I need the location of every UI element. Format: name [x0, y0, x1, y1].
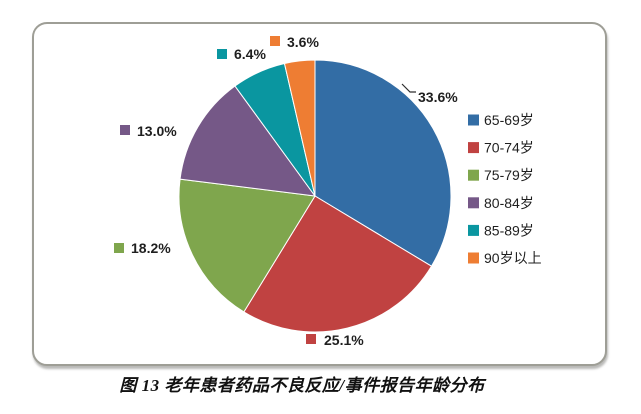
data-label-75-79岁: 18.2%	[131, 240, 171, 256]
pie-slice-70-74岁	[243, 195, 433, 333]
data-label-key-75-79岁	[114, 243, 124, 253]
pie-slice-90岁以上	[283, 59, 316, 197]
legend-label-90岁以上: 90岁以上	[484, 250, 542, 266]
legend-label-70-74岁: 70-74岁	[484, 140, 534, 156]
data-label-key-85-89岁	[217, 49, 227, 59]
pie-slice-75-79岁	[178, 178, 316, 313]
figure-caption: 图 13 老年患者药品不良反应/事件报告年龄分布	[119, 376, 485, 395]
legend-label-65-69岁: 65-69岁	[484, 112, 534, 128]
legend-swatch-80-84岁	[468, 197, 479, 209]
data-label-key-90岁以上	[270, 36, 280, 46]
data-label-70-74岁: 25.1%	[324, 332, 364, 348]
data-label-key-80-84岁	[120, 125, 130, 135]
data-label-80-84岁: 13.0%	[137, 123, 177, 139]
legend-swatch-70-74岁	[468, 142, 479, 154]
data-label-85-89岁: 6.4%	[234, 46, 266, 62]
label-leader-line	[401, 83, 416, 93]
data-label-65-69岁: 33.6%	[418, 89, 458, 105]
legend-label-85-89岁: 85-89岁	[484, 222, 534, 238]
pie-slice-65-69岁	[314, 59, 452, 267]
legend-label-80-84岁: 80-84岁	[484, 195, 534, 211]
pie-slice-80-84岁	[179, 85, 317, 197]
legend-swatch-90岁以上	[468, 252, 479, 264]
legend-swatch-85-89岁	[468, 224, 479, 236]
legend-swatch-75-79岁	[468, 169, 479, 181]
data-label-key-70-74岁	[306, 334, 316, 344]
legend-label-75-79岁: 75-79岁	[484, 167, 534, 183]
data-label-90岁以上: 3.6%	[287, 34, 319, 50]
legend-swatch-65-69岁	[468, 114, 479, 126]
